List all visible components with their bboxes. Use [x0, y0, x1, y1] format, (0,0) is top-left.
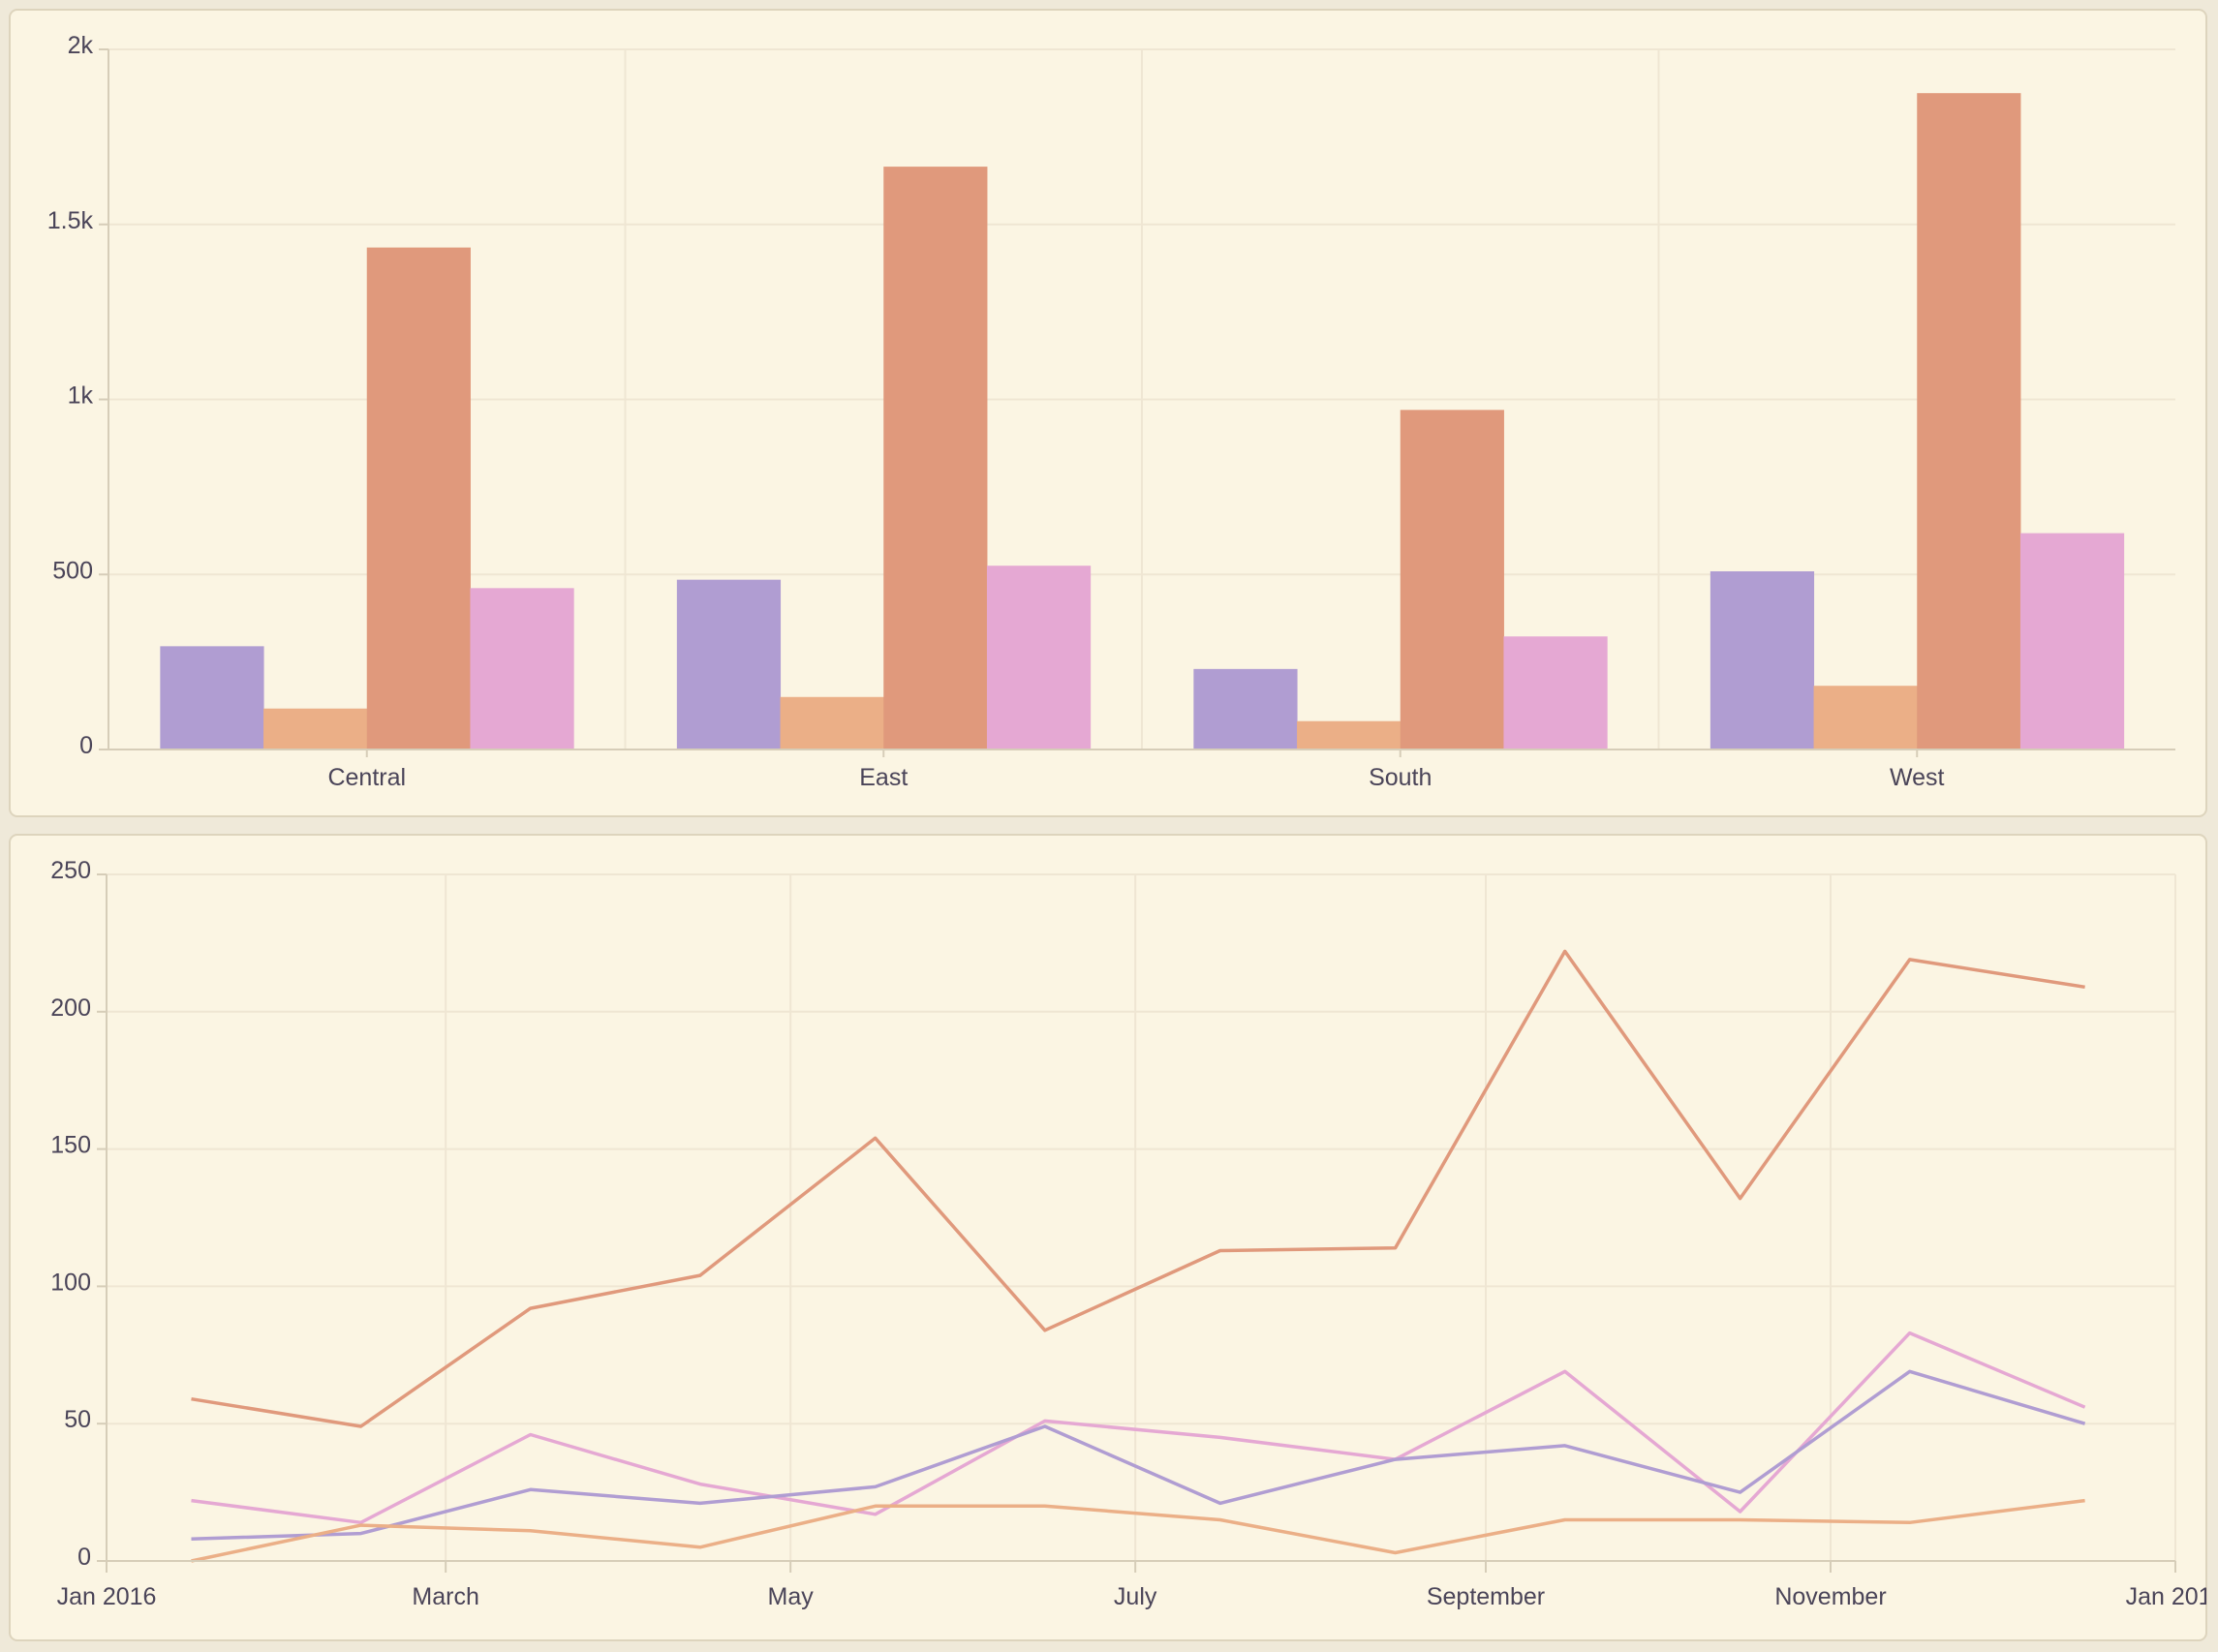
y-tick-label: 200 — [50, 994, 91, 1022]
bar-west-series-1 — [1710, 570, 1815, 750]
x-tick-label: September — [1427, 1583, 1545, 1610]
x-tick-label: March — [412, 1583, 478, 1610]
x-tick-label: East — [859, 764, 908, 791]
bar-central-series-3 — [366, 247, 471, 750]
y-tick-label: 0 — [79, 732, 93, 759]
x-tick-label: Jan 2016 — [57, 1583, 157, 1610]
x-tick-label: May — [768, 1583, 815, 1610]
y-tick-label: 0 — [77, 1544, 91, 1571]
bar-west-series-4 — [2019, 533, 2125, 750]
line-chart-panel — [9, 834, 2207, 1641]
bar-south-series-3 — [1400, 410, 1504, 750]
x-tick-label: July — [1114, 1583, 1157, 1610]
bar-east-series-1 — [676, 579, 782, 750]
x-tick-label: Central — [327, 764, 406, 791]
x-tick-label: Jan 2017 — [2126, 1583, 2218, 1610]
bar-south-series-4 — [1503, 636, 1608, 750]
bar-east-series-2 — [780, 696, 884, 750]
x-tick-label: West — [1890, 764, 1945, 791]
x-tick-label: South — [1369, 764, 1432, 791]
bar-west-series-3 — [1917, 93, 2021, 750]
y-tick-label: 2k — [68, 32, 94, 59]
line-series-2 — [191, 1331, 2086, 1525]
y-tick-label: 150 — [50, 1132, 91, 1159]
bar-south-series-1 — [1193, 668, 1298, 750]
bar-central-series-4 — [470, 588, 574, 750]
y-tick-label: 50 — [64, 1406, 91, 1433]
line-series-1 — [191, 949, 2085, 1428]
y-tick-label: 250 — [50, 857, 91, 884]
line-series-3 — [191, 1369, 2086, 1542]
bar-south-series-2 — [1297, 720, 1402, 750]
line-series-4 — [191, 1498, 2085, 1563]
bar-east-series-3 — [883, 167, 988, 750]
y-tick-label: 1.5k — [47, 207, 94, 234]
bar-central-series-1 — [160, 646, 264, 750]
bar-chart: 0 500 1k 1.5k 2k Central East South West — [47, 32, 2175, 791]
bar-west-series-2 — [1813, 686, 1918, 750]
bar-central-series-2 — [263, 708, 368, 750]
y-tick-label: 1k — [68, 382, 94, 410]
line-chart: 0 50 100 150 200 250 Jan 2016 March May July Septe… — [50, 857, 2218, 1610]
y-tick-label: 100 — [50, 1269, 91, 1296]
y-tick-label: 500 — [52, 557, 93, 584]
bar-east-series-4 — [986, 566, 1092, 750]
x-tick-label: November — [1774, 1583, 1886, 1610]
